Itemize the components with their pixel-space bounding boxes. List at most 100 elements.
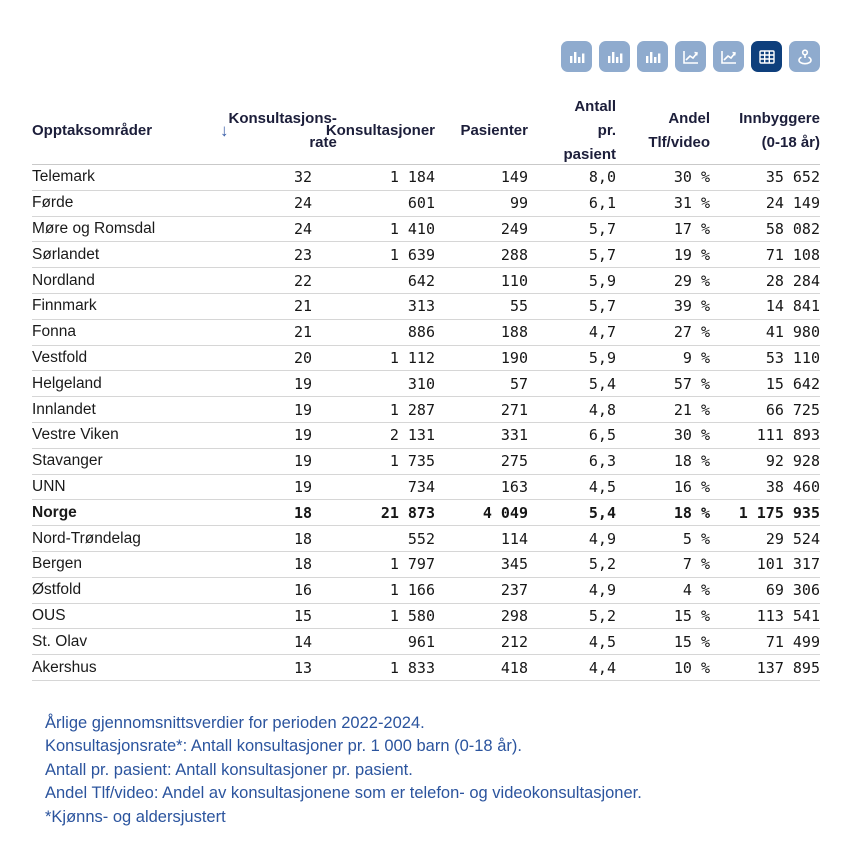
cell-opptaksomrader: St. Olav bbox=[32, 632, 88, 650]
cell-pasienter: 4 049 bbox=[482, 503, 528, 522]
cell-innbyggere: 28 284 bbox=[765, 271, 820, 290]
table-row: Finnmark 21 313 55 5,7 39 % 14 841 bbox=[32, 294, 820, 320]
cell-antall_pr_pasient: 5,7 bbox=[588, 219, 616, 238]
bar-chart-button-3[interactable] bbox=[637, 41, 668, 72]
data-table: Opptaksområder ↓ Konsultasjons- rate Kon… bbox=[32, 95, 820, 681]
bar-chart-button-1[interactable] bbox=[561, 41, 592, 72]
cell-innbyggere: 1 175 935 bbox=[738, 503, 820, 522]
column-header-pasienter[interactable]: Pasienter bbox=[460, 122, 528, 139]
table-body: Telemark 32 1 184 149 8,0 30 % 35 652 Fø… bbox=[32, 165, 820, 681]
chart-type-toolbar bbox=[32, 41, 820, 72]
cell-konsultasjoner: 552 bbox=[407, 529, 435, 548]
line-chart-button-1[interactable] bbox=[675, 41, 706, 72]
cell-andel_tlf_video: 29 % bbox=[673, 271, 710, 290]
map-pin-icon bbox=[796, 48, 814, 66]
cell-innbyggere: 35 652 bbox=[765, 168, 820, 187]
cell-konsultasjonsrate: 23 bbox=[293, 245, 312, 264]
footnote-line: *Kjønns- og aldersjustert bbox=[45, 807, 226, 826]
cell-opptaksomrader: Stavanger bbox=[32, 452, 103, 470]
sort-descending-icon[interactable]: ↓ bbox=[220, 121, 229, 141]
cell-opptaksomrader: UNN bbox=[32, 477, 66, 495]
cell-andel_tlf_video: 27 % bbox=[673, 323, 710, 342]
cell-innbyggere: 137 895 bbox=[756, 658, 820, 677]
footnote-line: Årlige gjennomsnittsverdier for perioden… bbox=[45, 713, 425, 732]
cell-innbyggere: 71 499 bbox=[765, 632, 820, 651]
cell-opptaksomrader: OUS bbox=[32, 606, 66, 624]
cell-konsultasjonsrate: 19 bbox=[293, 400, 312, 419]
table-row: UNN 19 734 163 4,5 16 % 38 460 bbox=[32, 475, 820, 501]
cell-opptaksomrader: Vestfold bbox=[32, 348, 88, 366]
cell-konsultasjoner: 21 873 bbox=[380, 503, 435, 522]
column-header-konsultasjoner[interactable]: Konsultasjoner bbox=[325, 122, 435, 139]
line-chart-icon bbox=[720, 48, 738, 66]
cell-opptaksomrader: Akershus bbox=[32, 658, 97, 676]
cell-andel_tlf_video: 31 % bbox=[673, 194, 710, 213]
cell-antall_pr_pasient: 6,3 bbox=[588, 452, 616, 471]
cell-pasienter: 331 bbox=[500, 426, 528, 445]
column-header-innbyggere[interactable]: Innbyggere (0-18 år) bbox=[739, 110, 820, 151]
table-row: Førde 24 601 99 6,1 31 % 24 149 bbox=[32, 191, 820, 217]
cell-konsultasjonsrate: 19 bbox=[293, 374, 312, 393]
cell-opptaksomrader: Innlandet bbox=[32, 400, 96, 418]
cell-pasienter: 99 bbox=[509, 194, 528, 213]
cell-antall_pr_pasient: 5,9 bbox=[588, 271, 616, 290]
cell-andel_tlf_video: 39 % bbox=[673, 297, 710, 316]
cell-konsultasjonsrate: 18 bbox=[293, 555, 312, 574]
cell-antall_pr_pasient: 6,5 bbox=[588, 426, 616, 445]
cell-antall_pr_pasient: 5,2 bbox=[588, 555, 616, 574]
cell-konsultasjoner: 1 833 bbox=[389, 658, 435, 677]
cell-antall_pr_pasient: 5,2 bbox=[588, 606, 616, 625]
footnote-line: Konsultasjonsrate*: Antall konsultasjone… bbox=[45, 737, 522, 756]
cell-pasienter: 275 bbox=[500, 452, 528, 471]
bar-chart-button-2[interactable] bbox=[599, 41, 630, 72]
cell-konsultasjoner: 310 bbox=[407, 374, 435, 393]
cell-innbyggere: 41 980 bbox=[765, 323, 820, 342]
table-row: Fonna 21 886 188 4,7 27 % 41 980 bbox=[32, 320, 820, 346]
cell-konsultasjonsrate: 22 bbox=[293, 271, 312, 290]
cell-andel_tlf_video: 30 % bbox=[673, 426, 710, 445]
table-row: Vestfold 20 1 112 190 5,9 9 % 53 110 bbox=[32, 346, 820, 372]
cell-innbyggere: 92 928 bbox=[765, 452, 820, 471]
cell-pasienter: 110 bbox=[500, 271, 528, 290]
cell-konsultasjonsrate: 14 bbox=[293, 632, 312, 651]
cell-konsultasjoner: 1 735 bbox=[389, 452, 435, 471]
cell-antall_pr_pasient: 5,4 bbox=[588, 503, 616, 522]
cell-konsultasjonsrate: 21 bbox=[293, 297, 312, 316]
cell-pasienter: 249 bbox=[500, 219, 528, 238]
cell-pasienter: 163 bbox=[500, 477, 528, 496]
cell-andel_tlf_video: 17 % bbox=[673, 219, 710, 238]
cell-innbyggere: 113 541 bbox=[756, 606, 820, 625]
cell-andel_tlf_video: 15 % bbox=[673, 632, 710, 651]
cell-pasienter: 271 bbox=[500, 400, 528, 419]
table-view-button[interactable] bbox=[751, 41, 782, 72]
cell-pasienter: 57 bbox=[509, 374, 528, 393]
cell-konsultasjonsrate: 20 bbox=[293, 348, 312, 367]
cell-andel_tlf_video: 18 % bbox=[673, 503, 710, 522]
column-header-konsultasjonsrate[interactable]: ↓ Konsultasjons- rate bbox=[192, 107, 337, 155]
bar-chart-icon bbox=[606, 48, 624, 66]
cell-konsultasjoner: 1 112 bbox=[389, 348, 435, 367]
footnotes: Årlige gjennomsnittsverdier for perioden… bbox=[32, 712, 820, 830]
column-header-antall-pr-pasient[interactable]: Antall pr. pasient bbox=[563, 98, 616, 163]
cell-antall_pr_pasient: 8,0 bbox=[588, 168, 616, 187]
cell-pasienter: 345 bbox=[500, 555, 528, 574]
column-header-label: Konsultasjons- rate bbox=[228, 110, 337, 151]
cell-innbyggere: 14 841 bbox=[765, 297, 820, 316]
cell-andel_tlf_video: 4 % bbox=[682, 581, 710, 600]
cell-konsultasjoner: 313 bbox=[407, 297, 435, 316]
cell-antall_pr_pasient: 4,5 bbox=[588, 477, 616, 496]
table-row: Akershus 13 1 833 418 4,4 10 % 137 895 bbox=[32, 655, 820, 681]
cell-pasienter: 190 bbox=[500, 348, 528, 367]
cell-pasienter: 237 bbox=[500, 581, 528, 600]
cell-andel_tlf_video: 10 % bbox=[673, 658, 710, 677]
line-chart-button-2[interactable] bbox=[713, 41, 744, 72]
table-icon bbox=[758, 48, 776, 66]
map-view-button[interactable] bbox=[789, 41, 820, 72]
table-row: Vestre Viken 19 2 131 331 6,5 30 % 111 8… bbox=[32, 423, 820, 449]
column-header-opptaksomrader[interactable]: Opptaksområder bbox=[32, 122, 153, 139]
column-header-andel-tlf-video[interactable]: Andel Tlf/video bbox=[648, 110, 710, 151]
cell-innbyggere: 38 460 bbox=[765, 477, 820, 496]
cell-konsultasjonsrate: 13 bbox=[293, 658, 312, 677]
cell-konsultasjonsrate: 21 bbox=[293, 323, 312, 342]
line-chart-icon bbox=[682, 48, 700, 66]
